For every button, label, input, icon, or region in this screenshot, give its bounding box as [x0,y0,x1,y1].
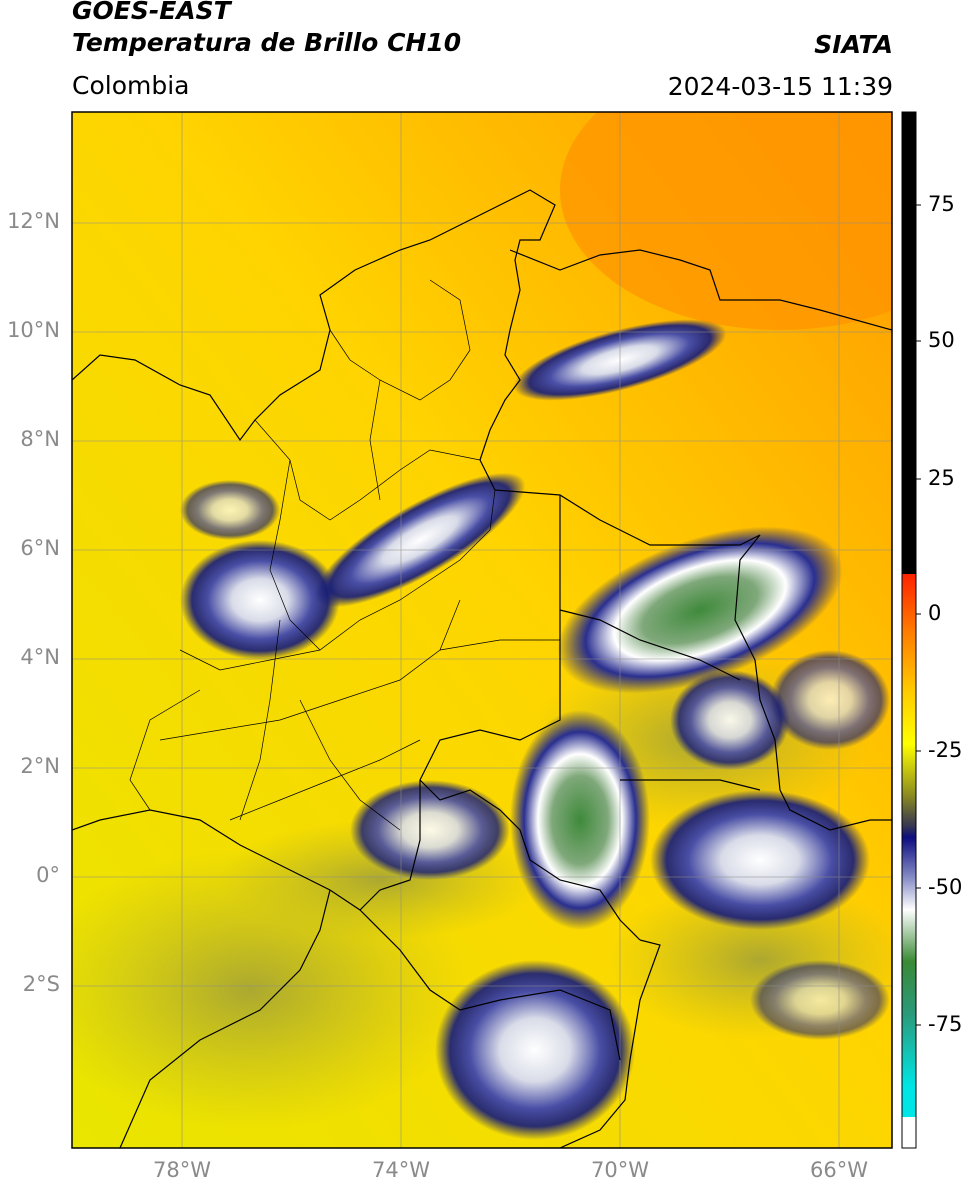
map-frame [71,111,893,1149]
organization-label: SIATA [814,30,893,59]
colorbar-tick-label: -25 [928,738,963,762]
lon-tick-label: 70°W [591,1158,649,1182]
department-borders [129,279,560,831]
country-borders [72,189,892,1148]
lat-tick-label: 12°N [7,209,60,233]
product-title: Temperatura de Brillo CH10 [72,28,462,57]
lon-tick-label: 66°W [810,1158,868,1182]
lat-tick-label: 2°S [22,972,60,996]
colorbar-tick-label: -75 [928,1012,963,1036]
lat-tick-label: 0° [36,863,60,887]
lat-tick-label: 6°N [20,536,60,560]
lat-tick-label: 2°N [20,754,60,778]
satellite-title: GOES-EAST [72,0,231,25]
colorbar-tick-label: 50 [928,328,955,352]
lon-tick-label: 78°W [153,1158,211,1182]
lat-tick-label: 10°N [7,318,60,342]
colorbar-tick-label: 25 [928,466,955,490]
colorbar [901,111,917,1149]
lat-tick-label: 4°N [20,645,60,669]
storm-cell [180,540,340,660]
lon-tick-label: 74°W [372,1158,430,1182]
region-label: Colombia [72,71,190,100]
colorbar-tick-label: -50 [928,875,963,899]
lat-tick-label: 8°N [20,427,60,451]
datetime-label: 2024-03-15 11:39 [667,72,893,101]
colorbar-tick-label: 0 [928,601,942,625]
colorbar-tick-label: 75 [928,192,955,216]
